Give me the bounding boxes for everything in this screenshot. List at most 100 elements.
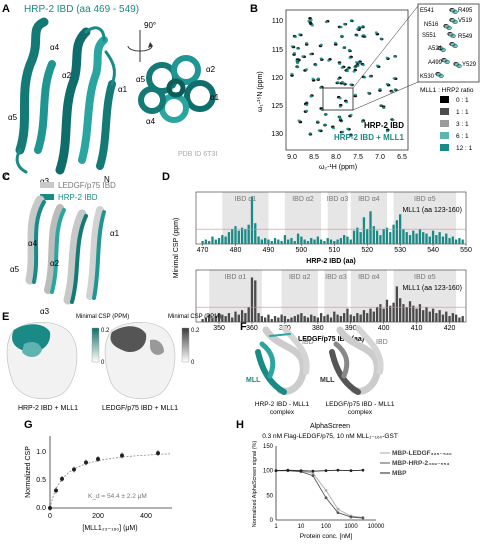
d-top-ticks: 470 480 490 500 510 520 530 540 550 [197, 244, 472, 254]
zoom-peak [451, 9, 457, 14]
hsqc-zoom-inset [417, 3, 480, 83]
h-legend-ledgf: MBP-LEDGF₃₂₅₋₅₃₀ [392, 450, 452, 457]
csp-bar [422, 310, 425, 322]
zoom-peak [437, 73, 443, 78]
csp-xtick: 500 [296, 247, 308, 254]
h-point [336, 511, 340, 514]
csp-bar [247, 224, 250, 244]
h-ytick: 100 [263, 469, 274, 475]
helix-label-a5: α5 [8, 113, 18, 122]
csp-bar [290, 317, 293, 322]
csp-bar [283, 316, 287, 322]
h-point [311, 471, 315, 475]
complex-ledgf [329, 325, 384, 395]
hsqc-peak-bound [346, 127, 350, 131]
hsqc-ytick: 115 [272, 47, 283, 54]
helix-segment [327, 192, 348, 244]
f-ibd-label-2: IBD [376, 339, 388, 346]
zoom-labels: E541 R495 N516 V519 S551 R549 A521 A499 … [420, 8, 477, 80]
csp-bar [227, 313, 231, 322]
zoom-peak [438, 47, 445, 52]
f-ibd-label-1: IBD [302, 339, 314, 346]
hsqc-peak-bound [316, 77, 321, 80]
h-series [274, 468, 365, 520]
hsqc-peak-bound [319, 57, 323, 60]
h-point [336, 507, 340, 511]
helix-label-a3: α3 [40, 177, 50, 186]
g-point [48, 506, 52, 510]
csp-bar [425, 307, 428, 322]
csp-bar [422, 232, 425, 244]
h-xticks: 1 10 100 1000 10000 [274, 524, 385, 530]
csp-bar [441, 314, 445, 322]
hsqc-peak-bound [347, 48, 352, 52]
csp-bar [461, 316, 464, 322]
csp-bar [431, 308, 435, 322]
ratio-swatch [440, 120, 449, 127]
rotation-arrow-icon [127, 30, 153, 62]
csp-xtick: 490 [263, 247, 275, 254]
hsqc-peak-bound [375, 64, 380, 67]
csp-bar [326, 314, 329, 322]
hsqc-xtick: 9.0 [287, 154, 297, 161]
g-points [48, 450, 160, 511]
hsqc-peak-bound [340, 34, 344, 38]
hsqc-peak-bound [311, 77, 315, 81]
rotation-label: 90° [144, 21, 156, 30]
csp-bar [270, 319, 273, 322]
hsqc-peak-bound [345, 69, 349, 73]
csp-xtick: 530 [394, 247, 406, 254]
complex-hrp2 [255, 325, 310, 395]
csp-bar [296, 314, 300, 322]
csp-bar [323, 316, 326, 322]
hsqc-peak-bound [316, 120, 320, 123]
csp-bar [310, 314, 313, 322]
csp-xtick: 420 [444, 325, 456, 332]
csp-bar [204, 317, 208, 322]
csp-bar [343, 313, 346, 322]
residue-label: A521 [428, 46, 443, 52]
hsqc-peaks [290, 17, 398, 138]
panel-letter-c: C [2, 171, 10, 183]
hsqc-peak-bound [309, 52, 313, 56]
hsqc-peak-bound [331, 126, 336, 130]
csp-bar [221, 314, 224, 322]
h-ylabel: Normalized AlphaScreen signal (%) [252, 441, 258, 528]
csp-bar [359, 314, 362, 322]
csp-bar [346, 236, 349, 244]
csp-bar [392, 302, 395, 322]
csp-bar [231, 229, 234, 244]
hsqc-peak-bound [297, 119, 301, 122]
hsqc-peak-bound [362, 33, 366, 37]
csp-bar [313, 316, 316, 322]
csp-bar [247, 307, 250, 322]
csp-bar [333, 311, 336, 322]
d-bottom-segment-labels: IBD α1 IBD α2 IBD α3 IBD α4 IBD α5 [225, 274, 436, 281]
csp-bar [257, 313, 260, 322]
csp-ylabel: Minimal CSP (ppm) [173, 218, 180, 279]
csp-bar [389, 232, 392, 244]
g-ytick: 0.0 [36, 505, 46, 512]
csp-xtick: 520 [361, 247, 373, 254]
csp-xtick: 540 [427, 247, 439, 254]
csp-bar [339, 238, 343, 244]
caption-f1-line2: complex [270, 409, 295, 416]
csp-bar [333, 241, 336, 244]
segment-label: IBD α1 [235, 196, 257, 203]
zoom-peak [450, 18, 457, 23]
hsqc-peak-bound [338, 117, 343, 120]
csp-bar [385, 299, 389, 322]
hsqc-peak-bound [296, 65, 300, 69]
terminus-c: C [4, 173, 10, 182]
g-fit-curve [49, 453, 171, 509]
d-bottom-mll-label: MLL1 (aa 123-160) [402, 285, 462, 292]
legend-swatch-ledgf [40, 182, 54, 188]
segment-label: IBD α1 [225, 274, 247, 281]
hsqc-peak-bound [305, 109, 309, 113]
csp-bar [244, 313, 247, 322]
csp-bar [438, 310, 441, 322]
h-series-line [275, 469, 363, 472]
h-point [324, 489, 328, 492]
zoom-peak [446, 25, 452, 30]
